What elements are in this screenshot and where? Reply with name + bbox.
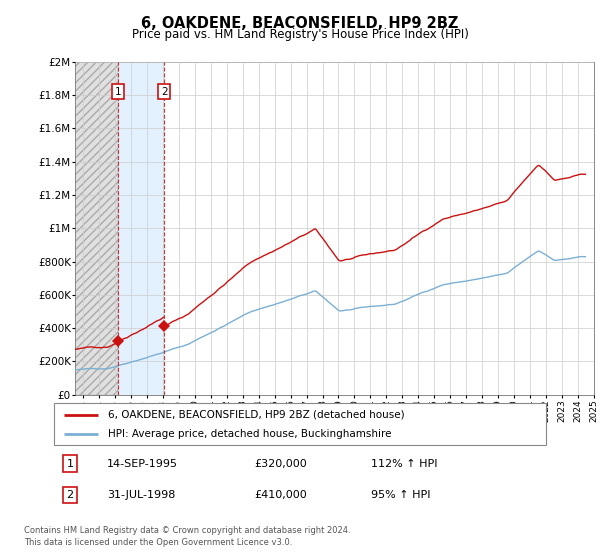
Bar <box>75 62 118 395</box>
Text: 2: 2 <box>161 87 167 96</box>
Text: 6, OAKDENE, BEACONSFIELD, HP9 2BZ (detached house): 6, OAKDENE, BEACONSFIELD, HP9 2BZ (detac… <box>108 409 405 419</box>
Bar <box>118 62 164 395</box>
Text: 1: 1 <box>67 459 73 469</box>
Text: HPI: Average price, detached house, Buckinghamshire: HPI: Average price, detached house, Buck… <box>108 429 392 439</box>
Text: 1: 1 <box>115 87 122 96</box>
Text: £410,000: £410,000 <box>254 490 307 500</box>
Text: 112% ↑ HPI: 112% ↑ HPI <box>371 459 437 469</box>
Text: 2: 2 <box>66 490 73 500</box>
Text: Price paid vs. HM Land Registry's House Price Index (HPI): Price paid vs. HM Land Registry's House … <box>131 28 469 41</box>
Text: 14-SEP-1995: 14-SEP-1995 <box>107 459 178 469</box>
Text: 31-JUL-1998: 31-JUL-1998 <box>107 490 175 500</box>
Text: 95% ↑ HPI: 95% ↑ HPI <box>371 490 430 500</box>
Text: £320,000: £320,000 <box>254 459 307 469</box>
Text: 6, OAKDENE, BEACONSFIELD, HP9 2BZ: 6, OAKDENE, BEACONSFIELD, HP9 2BZ <box>142 16 458 31</box>
Bar <box>75 62 118 395</box>
Text: Contains HM Land Registry data © Crown copyright and database right 2024.
This d: Contains HM Land Registry data © Crown c… <box>24 526 350 547</box>
